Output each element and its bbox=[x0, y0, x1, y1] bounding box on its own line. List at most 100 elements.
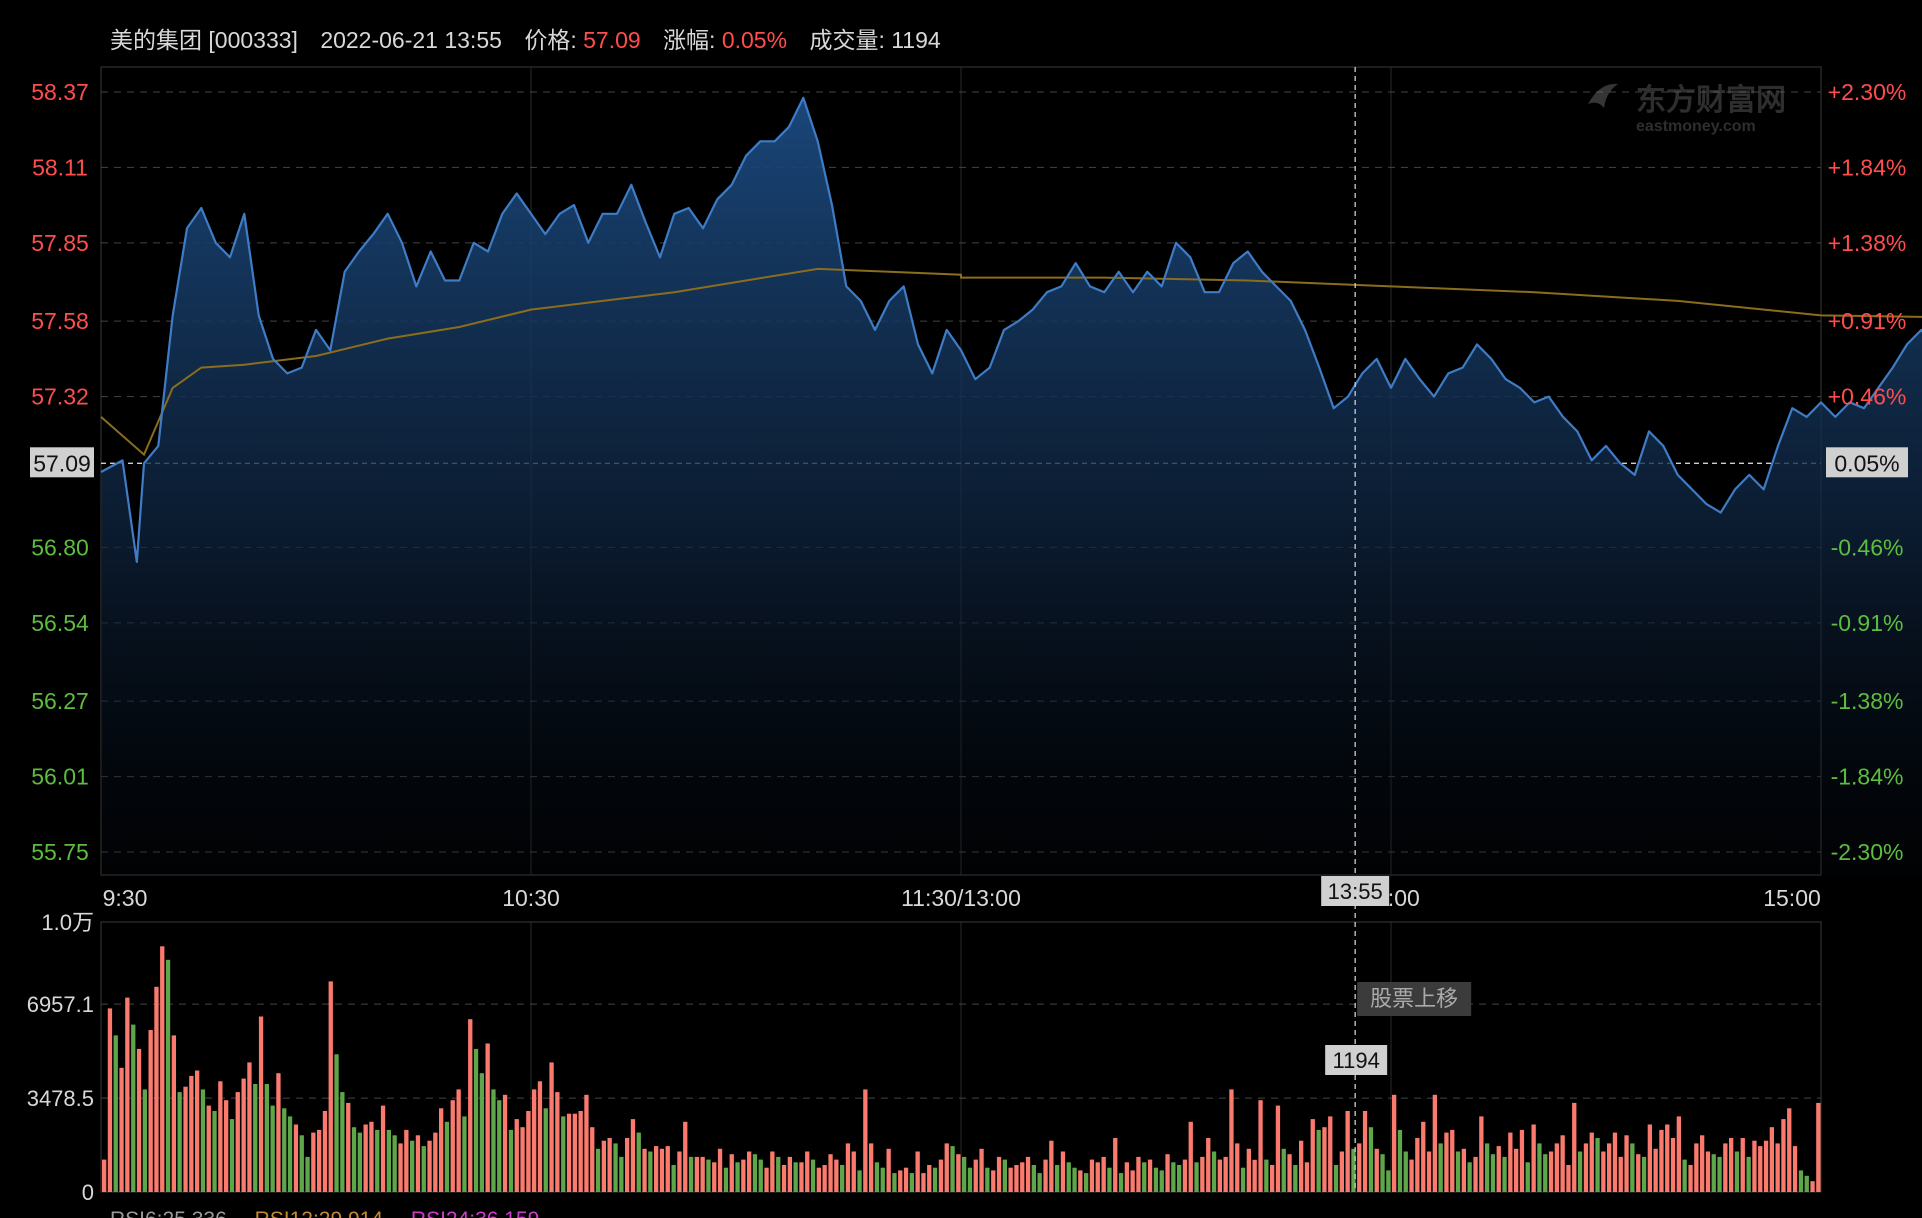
volume-bar bbox=[1403, 1151, 1408, 1192]
header-stock: 美的集团 [000333] bbox=[110, 27, 298, 53]
volume-bar bbox=[1705, 1151, 1711, 1192]
volume-bar bbox=[700, 1156, 705, 1192]
volume-bar bbox=[171, 1035, 176, 1192]
volume-bar bbox=[1746, 1156, 1751, 1192]
volume-bar bbox=[1479, 1116, 1484, 1192]
volume-bar bbox=[1252, 1159, 1257, 1192]
volume-bar bbox=[694, 1156, 699, 1192]
volume-bar bbox=[1816, 1102, 1821, 1192]
volume-bar bbox=[1531, 1124, 1536, 1192]
header-datetime: 2022-06-21 13:55 bbox=[320, 27, 502, 53]
volume-bar bbox=[1281, 1148, 1286, 1192]
volume-bar bbox=[915, 1151, 920, 1192]
volume-bar bbox=[654, 1146, 659, 1192]
volume-bar bbox=[189, 1075, 194, 1192]
volume-bar bbox=[177, 1092, 182, 1192]
volume-bar bbox=[1595, 1138, 1600, 1192]
volume-bar bbox=[985, 1167, 990, 1192]
volume-bar bbox=[392, 1135, 397, 1192]
volume-bar bbox=[1130, 1170, 1135, 1192]
volume-bar bbox=[1316, 1129, 1321, 1192]
volume-bar bbox=[636, 1132, 641, 1192]
volume-bar bbox=[1798, 1170, 1804, 1192]
volume-bar bbox=[235, 1092, 240, 1192]
volume-bar bbox=[526, 1111, 531, 1192]
volume-bar bbox=[1043, 1159, 1048, 1192]
volume-bar bbox=[1444, 1132, 1449, 1192]
volume-bar bbox=[1118, 1173, 1124, 1192]
volume-bar bbox=[1362, 1111, 1368, 1192]
pct-ref-badge bbox=[1826, 447, 1908, 478]
volume-bar bbox=[322, 1111, 328, 1192]
volume-bar bbox=[1514, 1148, 1519, 1192]
volume-bar bbox=[1165, 1154, 1170, 1192]
volume-bar bbox=[537, 1081, 543, 1192]
volume-bar bbox=[688, 1156, 694, 1192]
volume-bar bbox=[1194, 1162, 1199, 1192]
volume-bar bbox=[1601, 1151, 1606, 1192]
volume-bar bbox=[758, 1159, 763, 1192]
volume-bar bbox=[1188, 1121, 1193, 1192]
volume-bar bbox=[456, 1089, 461, 1192]
volume-bar bbox=[845, 1143, 851, 1192]
tooltip-text: 股票上移 bbox=[1370, 986, 1458, 1011]
volume-bar bbox=[1380, 1154, 1385, 1192]
volume-bar bbox=[712, 1162, 717, 1192]
volume-bar bbox=[340, 1092, 345, 1192]
volume-bar bbox=[874, 1162, 880, 1192]
volume-bar bbox=[1717, 1156, 1722, 1192]
volume-bar bbox=[752, 1154, 758, 1192]
volume-bar bbox=[677, 1151, 682, 1192]
volume-bar bbox=[334, 1054, 339, 1192]
volume-bar bbox=[1002, 1159, 1007, 1192]
volume-bar bbox=[1787, 1108, 1792, 1192]
volume-bar bbox=[996, 1156, 1002, 1192]
price-tick: 58.11 bbox=[32, 154, 88, 180]
volume-bar bbox=[375, 1129, 380, 1192]
volume-bar bbox=[776, 1156, 781, 1192]
volume-bar bbox=[497, 1100, 502, 1192]
volume-bar bbox=[224, 1100, 229, 1192]
volume-bar bbox=[723, 1167, 729, 1192]
volume-bar bbox=[485, 1043, 490, 1192]
volume-bar bbox=[1368, 1127, 1374, 1192]
volume-bar bbox=[944, 1143, 949, 1192]
volume-bar bbox=[462, 1116, 467, 1192]
volume-bar bbox=[200, 1089, 206, 1192]
time-tick: 9:30 bbox=[103, 885, 148, 911]
price-ref-badge bbox=[30, 447, 94, 478]
volume-bar bbox=[886, 1148, 891, 1192]
volume-bar bbox=[1659, 1129, 1664, 1192]
volume-bar bbox=[1769, 1127, 1774, 1192]
crosshair-volume-badge bbox=[1325, 1045, 1388, 1075]
volume-bar bbox=[1729, 1138, 1734, 1192]
header-change: 0.05% bbox=[722, 27, 787, 53]
volume-bar bbox=[165, 959, 171, 1192]
volume-bar bbox=[1485, 1143, 1490, 1192]
volume-bar bbox=[1258, 1100, 1263, 1192]
volume-bar bbox=[979, 1148, 984, 1192]
volume-bar bbox=[1322, 1127, 1327, 1192]
pct-tick: -2.30% bbox=[1831, 839, 1904, 865]
volume-bar bbox=[1473, 1156, 1478, 1192]
volume-bar bbox=[183, 1086, 188, 1192]
volume-bar bbox=[828, 1154, 833, 1192]
volume-bar bbox=[601, 1140, 606, 1192]
pct-tick: +2.30% bbox=[1828, 79, 1907, 105]
volume-bar bbox=[1438, 1143, 1443, 1192]
volume-bar bbox=[932, 1167, 938, 1192]
volume-bar bbox=[1554, 1143, 1559, 1192]
volume-bar bbox=[630, 1119, 636, 1192]
volume-bar bbox=[1206, 1138, 1211, 1192]
volume-bar bbox=[1804, 1175, 1809, 1192]
volume-bar bbox=[1415, 1138, 1420, 1192]
volume-bar bbox=[851, 1151, 856, 1192]
volume-bar bbox=[729, 1154, 734, 1192]
volume-tick: 6957.1 bbox=[27, 992, 94, 1017]
price-tick: 56.54 bbox=[31, 610, 89, 636]
volume-bar bbox=[869, 1143, 874, 1192]
price-tick: 57.58 bbox=[31, 308, 89, 334]
volume-bar bbox=[514, 1119, 519, 1192]
price-tick: 55.75 bbox=[31, 839, 89, 865]
